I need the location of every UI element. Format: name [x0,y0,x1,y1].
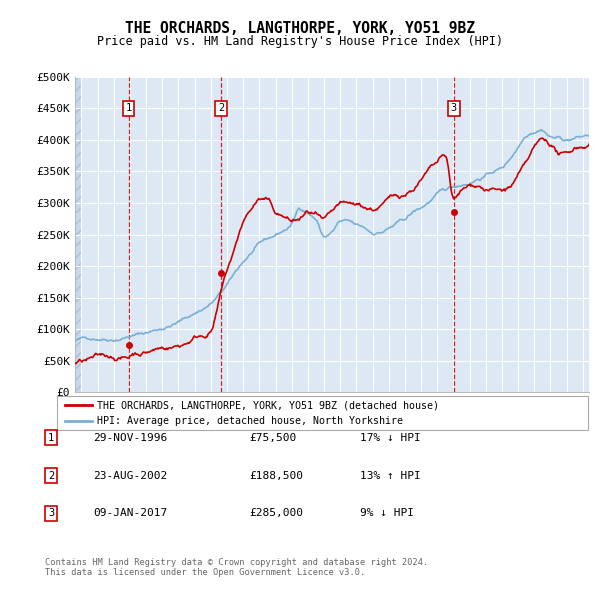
Text: £285,000: £285,000 [249,509,303,518]
Text: HPI: Average price, detached house, North Yorkshire: HPI: Average price, detached house, Nort… [97,415,403,425]
Bar [75,77,82,392]
Text: THE ORCHARDS, LANGTHORPE, YORK, YO51 9BZ: THE ORCHARDS, LANGTHORPE, YORK, YO51 9BZ [125,21,475,35]
Text: 3: 3 [48,509,54,518]
Text: 13% ↑ HPI: 13% ↑ HPI [360,471,421,480]
Text: 3: 3 [451,103,457,113]
Text: 23-AUG-2002: 23-AUG-2002 [93,471,167,480]
Text: 2: 2 [218,103,224,113]
Text: 29-NOV-1996: 29-NOV-1996 [93,433,167,442]
Text: 09-JAN-2017: 09-JAN-2017 [93,509,167,518]
Text: 2: 2 [48,471,54,480]
Text: 17% ↓ HPI: 17% ↓ HPI [360,433,421,442]
Text: £188,500: £188,500 [249,471,303,480]
Text: 9% ↓ HPI: 9% ↓ HPI [360,509,414,518]
Text: 1: 1 [125,103,131,113]
Text: £75,500: £75,500 [249,433,296,442]
Text: Price paid vs. HM Land Registry's House Price Index (HPI): Price paid vs. HM Land Registry's House … [97,35,503,48]
Text: Contains HM Land Registry data © Crown copyright and database right 2024.
This d: Contains HM Land Registry data © Crown c… [45,558,428,577]
Text: THE ORCHARDS, LANGTHORPE, YORK, YO51 9BZ (detached house): THE ORCHARDS, LANGTHORPE, YORK, YO51 9BZ… [97,401,439,411]
FancyBboxPatch shape [57,396,588,430]
Text: 1: 1 [48,433,54,442]
